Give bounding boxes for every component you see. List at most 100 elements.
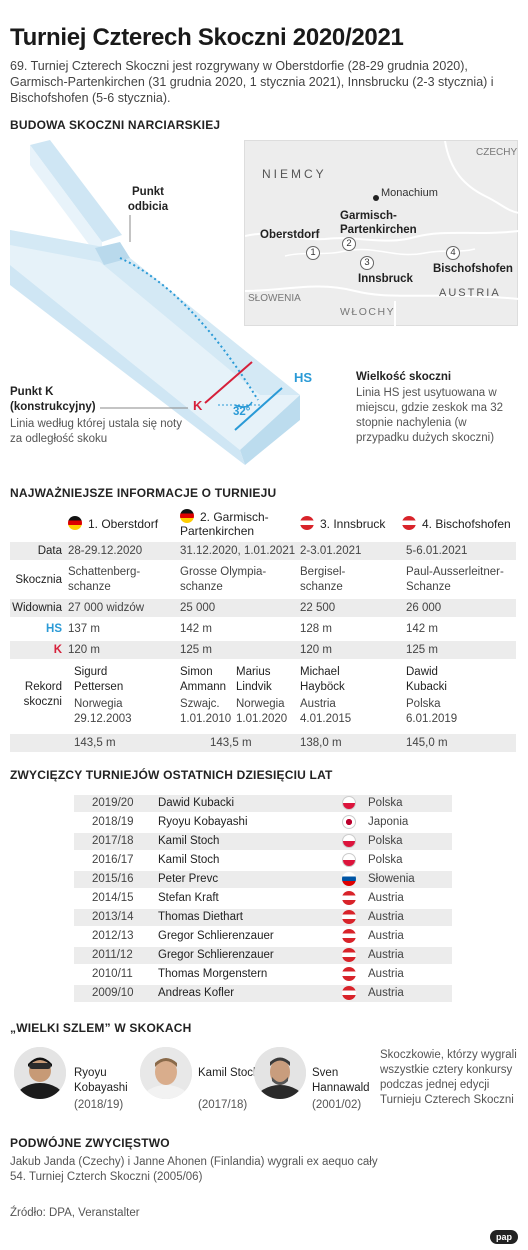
hannawald-portrait (254, 1047, 306, 1099)
si-flag-icon (342, 872, 356, 886)
pl-flag-icon (342, 834, 356, 848)
kpoint-desc: Linia według której ustala się noty za o… (10, 418, 182, 445)
date-4: 5-6.01.2021 (406, 545, 468, 557)
audience-3: 22 500 (300, 602, 336, 614)
kobayashi-season: (2018/19) (74, 1099, 124, 1111)
winner-country: Polska (368, 835, 403, 847)
winner-row: 2012/13 Gregor Schlierenzauer Austria (74, 928, 452, 945)
row-label-hs: HS (46, 623, 62, 635)
winner-country: Austria (368, 892, 404, 904)
winner-season: 2012/13 (92, 930, 134, 942)
venue-4: Paul-Ausserleitner-Schanze (406, 566, 504, 593)
winner-row: 2015/16 Peter Prevc Słowenia (74, 871, 452, 888)
row-distance-bg (10, 734, 516, 752)
kpoint-title: Punkt K (konstrukcyjny) (10, 386, 96, 413)
map-place-oberstdorf: Oberstdorf (260, 229, 320, 241)
intro-text: 69. Turniej Czterech Skoczni jest rozgry… (10, 59, 494, 105)
winner-season: 2011/12 (92, 949, 133, 961)
stoch-name: Kamil Stoch (198, 1067, 260, 1079)
at-flag-icon (342, 948, 356, 962)
winner-season: 2010/11 (92, 968, 133, 980)
austria-flag-icon (300, 516, 314, 530)
grand-slam-note: Skoczkowie, którzy wygrali wszystkie czt… (380, 1049, 517, 1106)
winner-country: Austria (368, 968, 404, 980)
hannawald-name: Sven Hannawald (312, 1067, 370, 1094)
winner-country: Austria (368, 949, 404, 961)
hs-3: 128 m (300, 623, 332, 635)
winner-season: 2019/20 (92, 797, 134, 809)
map-place-garmisch: Garmisch-Partenkirchen (340, 210, 417, 236)
winner-name: Gregor Schlierenzauer (158, 930, 274, 942)
winner-name: Ryoyu Kobayashi (158, 816, 248, 828)
hs-desc: Linia HS jest usytuowana w miejscu, gdzi… (356, 387, 504, 444)
at-flag-icon (342, 967, 356, 981)
record-2-name: Simon Ammann (180, 666, 227, 693)
winner-row: 2019/20 Dawid Kubacki Polska (74, 795, 452, 812)
pap-logo: pap (490, 1230, 518, 1244)
kobayashi-name: Ryoyu Kobayashi (74, 1067, 128, 1094)
germany-flag-icon (68, 516, 82, 530)
grand-slam-heading: „WIELKI SZLEM” W SKOKACH (10, 1021, 192, 1035)
hill-section-heading: BUDOWA SKOCZNI NARCIARSKIEJ (10, 118, 221, 132)
winner-row: 2014/15 Stefan Kraft Austria (74, 890, 452, 907)
winner-season: 2017/18 (92, 835, 134, 847)
hs-1: 137 m (68, 623, 100, 635)
at-flag-icon (342, 986, 356, 1000)
austria-flag-icon (402, 516, 416, 530)
map-austria: AUSTRIA (439, 287, 501, 299)
winners-heading: ZWYCIĘZCY TURNIEJÓW OSTATNICH DZIESIĘCIU… (10, 768, 333, 782)
hs-2: 142 m (180, 623, 212, 635)
k-1: 120 m (68, 644, 100, 656)
winner-name: Thomas Morgenstern (158, 968, 268, 980)
winner-country: Polska (368, 797, 403, 809)
kobayashi-portrait (14, 1047, 66, 1099)
map-czech: CZECHY (476, 147, 518, 158)
k-3: 120 m (300, 644, 332, 656)
row-date-bg (10, 542, 516, 560)
winner-season: 2018/19 (92, 816, 134, 828)
date-1: 28-29.12.2020 (68, 545, 143, 557)
record-1-date: 29.12.2003 (74, 713, 132, 725)
winner-row: 2011/12 Gregor Schlierenzauer Austria (74, 947, 452, 964)
row-label-date: Data (37, 545, 62, 557)
k-2: 125 m (180, 644, 212, 656)
row-label-k: K (53, 644, 62, 656)
map-marker-2: 2 (342, 237, 356, 251)
hs-4: 142 m (406, 623, 438, 635)
ski-jump-diagram (10, 140, 300, 465)
map-place-innsbruck: Innsbruck (358, 273, 413, 285)
row-k-bg (10, 641, 516, 659)
winner-country: Austria (368, 911, 404, 923)
winner-country: Austria (368, 987, 404, 999)
col-header-1: 1. Oberstdorf (68, 516, 158, 531)
winners-list: 2019/20 Dawid Kubacki Polska 2018/19 Ryoyu K… (0, 795, 528, 1005)
hannawald-season: (2001/02) (312, 1099, 362, 1111)
record-4-distance: 145,0 m (406, 737, 448, 749)
winner-season: 2016/17 (92, 854, 134, 866)
winner-season: 2009/10 (92, 987, 134, 999)
pl-flag-icon (342, 796, 356, 810)
map-place-bischofshofen: Bischofshofen (433, 263, 513, 275)
hs-marker: HS (294, 370, 313, 385)
page-title: Turniej Czterech Skoczni 2020/2021 (10, 24, 404, 51)
map-marker-1: 1 (306, 246, 320, 260)
winner-name: Kamil Stoch (158, 835, 220, 847)
audience-2: 25 000 (180, 602, 216, 614)
record-2b-name: Marius Lindvik (236, 666, 272, 693)
row-label-audience: Widownia (12, 602, 62, 614)
takeoff-label: Punkt odbicia (127, 186, 169, 213)
hs-title: Wielkość skoczni (356, 371, 452, 383)
stoch-season: (2017/18) (198, 1099, 248, 1111)
source-note: Źródło: DPA, Veranstalter (10, 1207, 140, 1219)
map-marker-4: 4 (446, 246, 460, 260)
winner-row: 2010/11 Thomas Morgenstern Austria (74, 966, 452, 983)
record-2-distance: 143,5 m (210, 737, 252, 749)
winner-row: 2017/18 Kamil Stoch Polska (74, 833, 452, 850)
winner-name: Stefan Kraft (158, 892, 219, 904)
venue-3: Bergisel-schanze (300, 566, 346, 593)
record-1-distance: 143,5 m (74, 737, 116, 749)
winner-season: 2015/16 (92, 873, 134, 885)
record-1-name: Sigurd Pettersen (74, 666, 124, 693)
winner-country: Polska (368, 854, 403, 866)
record-2-country: Szwajc. (180, 698, 220, 710)
